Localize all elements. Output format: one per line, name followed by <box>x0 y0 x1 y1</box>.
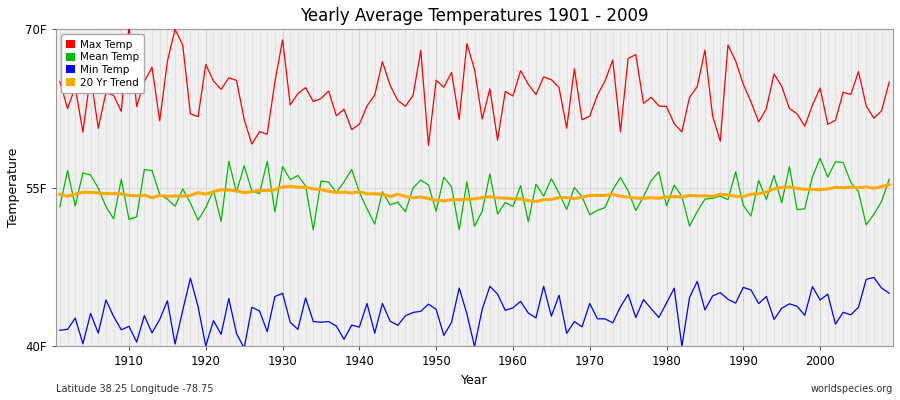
X-axis label: Year: Year <box>461 374 488 387</box>
Title: Yearly Average Temperatures 1901 - 2009: Yearly Average Temperatures 1901 - 2009 <box>301 7 649 25</box>
Legend: Max Temp, Mean Temp, Min Temp, 20 Yr Trend: Max Temp, Mean Temp, Min Temp, 20 Yr Tre… <box>61 34 144 93</box>
Text: worldspecies.org: worldspecies.org <box>811 384 893 394</box>
Y-axis label: Temperature: Temperature <box>7 148 20 227</box>
Text: Latitude 38.25 Longitude -78.75: Latitude 38.25 Longitude -78.75 <box>56 384 213 394</box>
